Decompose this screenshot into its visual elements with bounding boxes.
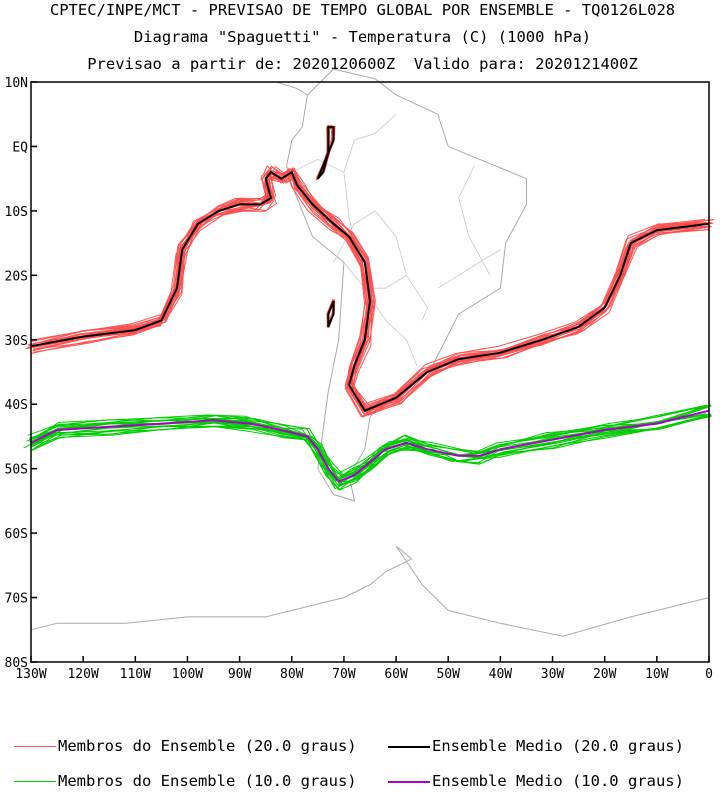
lon-tick-label: 20W bbox=[593, 667, 617, 682]
border-4 bbox=[343, 113, 397, 173]
lon-tick-label: 0 bbox=[705, 667, 713, 682]
lon-tick-label: 120W bbox=[67, 667, 98, 682]
lat-tick-label: 10N bbox=[5, 76, 28, 91]
legend-label-mean-10: Ensemble Medio (10.0 graus) bbox=[432, 772, 684, 790]
member-10-contour bbox=[26, 405, 708, 478]
legend-label-mean-20: Ensemble Medio (20.0 graus) bbox=[432, 737, 684, 755]
legend-label-members-10: Membros do Ensemble (10.0 graus) bbox=[58, 772, 357, 790]
legend-swatch-mean-10 bbox=[388, 781, 430, 783]
member-20-contour bbox=[27, 170, 705, 410]
map-frame bbox=[30, 81, 710, 663]
border-5 bbox=[458, 165, 491, 276]
border-2 bbox=[364, 287, 418, 366]
border-0 bbox=[343, 262, 428, 321]
chart-validity: Previsao a partir de: 2020120600Z Valido… bbox=[87, 55, 638, 73]
lat-tick-label: EQ bbox=[12, 140, 28, 155]
mean-10-contour bbox=[30, 409, 710, 483]
legend-row-1: Membros do Ensemble (20.0 graus) Ensembl… bbox=[0, 736, 725, 756]
lon-tick-label: 100W bbox=[172, 667, 203, 682]
member-20-contour bbox=[32, 175, 712, 414]
member-10-contour bbox=[27, 406, 707, 481]
lon-tick-label: 30W bbox=[541, 667, 565, 682]
lon-tick-label: 130W bbox=[15, 667, 46, 682]
mean-20-contour bbox=[30, 170, 710, 412]
lon-tick-label: 60W bbox=[384, 667, 408, 682]
lat-tick-label: 20S bbox=[5, 269, 28, 284]
member-10-contour bbox=[28, 405, 707, 480]
legend-row-2: Membros do Ensemble (10.0 graus) Ensembl… bbox=[0, 771, 725, 791]
legend-swatch-members-20 bbox=[14, 746, 56, 747]
coastline-2 bbox=[30, 545, 413, 631]
lat-tick-label: 30S bbox=[5, 334, 28, 349]
legend-swatch-members-10 bbox=[14, 781, 56, 782]
lon-tick-label: 10W bbox=[645, 667, 669, 682]
member-10-contour bbox=[30, 415, 712, 491]
coastline-layer bbox=[30, 68, 710, 637]
member-10-contour bbox=[37, 404, 711, 476]
lon-tick-label: 80W bbox=[280, 667, 304, 682]
lon-tick-label: 40W bbox=[489, 667, 513, 682]
chart-title: CPTEC/INPE/MCT - PREVISAO DE TEMPO GLOBA… bbox=[49, 1, 676, 19]
lat-tick-label: 70S bbox=[5, 592, 28, 607]
legend-swatch-mean-20 bbox=[388, 746, 430, 748]
chart-subtitle: Diagrama "Spaguetti" - Temperatura (C) (… bbox=[133, 28, 592, 46]
lat-tick-label: 80S bbox=[5, 656, 28, 671]
lon-tick-label: 70W bbox=[332, 667, 356, 682]
lon-tick-label: 110W bbox=[120, 667, 151, 682]
lat-tick-label: 50S bbox=[5, 463, 28, 478]
lon-tick-label: 50W bbox=[436, 667, 460, 682]
contour-layer bbox=[23, 124, 715, 491]
mean-20-loop bbox=[327, 300, 335, 328]
legend-label-members-20: Membros do Ensemble (20.0 graus) bbox=[58, 737, 357, 755]
lat-tick-label: 10S bbox=[5, 205, 28, 220]
mean-20-loop bbox=[316, 126, 335, 180]
lon-tick-label: 90W bbox=[228, 667, 252, 682]
lat-tick-label: 60S bbox=[5, 527, 28, 542]
member-20-contour bbox=[35, 167, 711, 410]
lat-tick-label: 40S bbox=[5, 398, 28, 413]
coastline-1 bbox=[260, 81, 308, 96]
border-6 bbox=[437, 249, 501, 289]
coastline-3 bbox=[395, 545, 710, 637]
